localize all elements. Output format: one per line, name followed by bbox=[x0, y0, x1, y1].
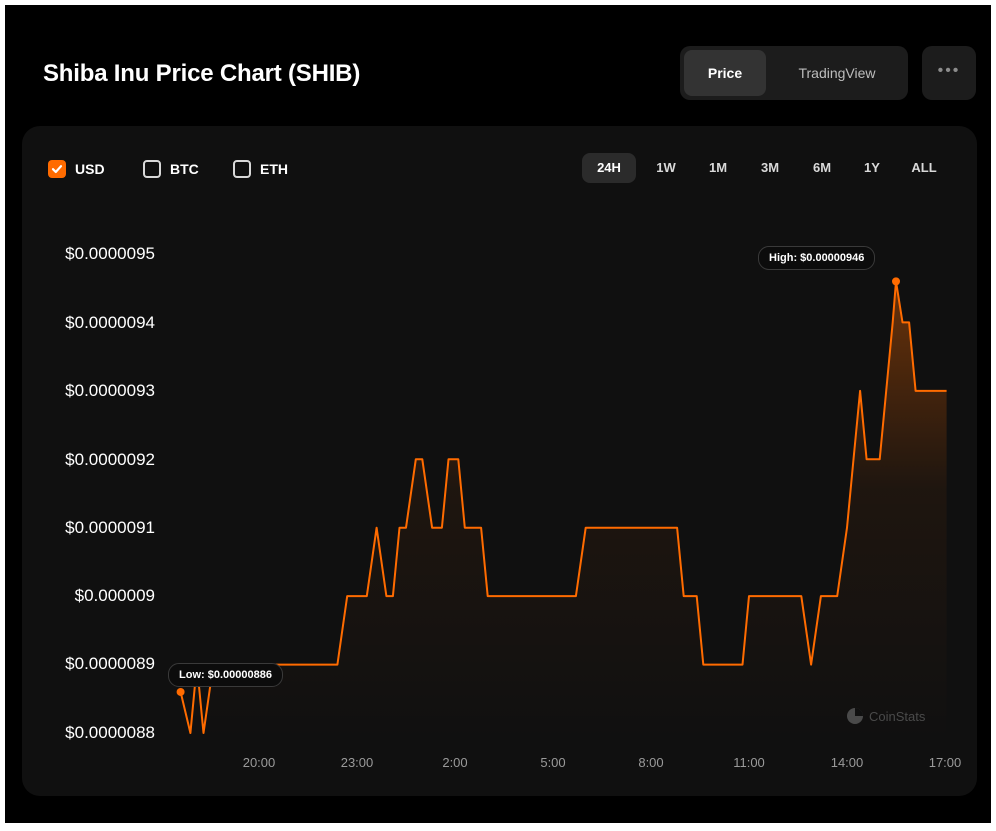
x-tick-label: 5:00 bbox=[540, 755, 566, 770]
range-1y-button[interactable]: 1Y bbox=[864, 160, 880, 175]
low-point-marker bbox=[176, 687, 185, 696]
currency-toggle-usd[interactable]: USD bbox=[48, 158, 105, 180]
view-toggle: Price TradingView bbox=[680, 46, 908, 100]
x-tick-label: 17:00 bbox=[928, 755, 962, 770]
low-price-label: Low: $0.00000886 bbox=[168, 663, 283, 687]
y-tick-label: $0.0000094 bbox=[65, 313, 155, 332]
checkbox-unchecked-icon[interactable] bbox=[233, 160, 251, 178]
currency-label-usd: USD bbox=[75, 161, 105, 177]
y-tick-label: $0.000009 bbox=[74, 586, 155, 605]
x-tick-label: 20:00 bbox=[242, 755, 276, 770]
y-tick-label: $0.0000093 bbox=[65, 381, 155, 400]
y-tick-label: $0.0000091 bbox=[65, 518, 155, 537]
y-tick-label: $0.0000088 bbox=[65, 723, 155, 742]
more-dots-icon: ••• bbox=[937, 62, 961, 79]
watermark-text: CoinStats bbox=[869, 708, 926, 724]
y-tick-label: $0.0000095 bbox=[65, 244, 155, 263]
x-tick-label: 11:00 bbox=[733, 755, 765, 770]
price-view-button[interactable]: Price bbox=[684, 50, 766, 96]
currency-toggle-btc[interactable]: BTC bbox=[143, 158, 199, 180]
range-all-button[interactable]: ALL bbox=[911, 160, 937, 175]
x-tick-label: 2:00 bbox=[442, 755, 468, 770]
price-line bbox=[179, 280, 947, 734]
currency-label-btc: BTC bbox=[170, 161, 199, 177]
range-3m-button[interactable]: 3M bbox=[760, 160, 780, 175]
range-6m-button[interactable]: 6M bbox=[812, 160, 832, 175]
high-price-label: High: $0.00000946 bbox=[758, 246, 876, 270]
price-area-fill bbox=[180, 281, 947, 743]
checkbox-checked-icon[interactable] bbox=[48, 160, 66, 178]
tradingview-view-button[interactable]: TradingView bbox=[798, 65, 876, 81]
currency-label-eth: ETH bbox=[260, 161, 288, 177]
coinstats-watermark: CoinStats bbox=[846, 707, 925, 725]
coinstats-logo-icon bbox=[847, 708, 863, 724]
more-options-button[interactable]: ••• bbox=[922, 46, 976, 100]
high-point-marker bbox=[892, 277, 900, 286]
page-title: Shiba Inu Price Chart (SHIB) bbox=[43, 60, 361, 87]
range-1w-button[interactable]: 1W bbox=[656, 160, 676, 175]
y-tick-label: $0.0000092 bbox=[65, 450, 155, 469]
range-1m-button[interactable]: 1M bbox=[708, 160, 728, 175]
x-tick-label: 8:00 bbox=[638, 755, 664, 770]
checkbox-unchecked-icon[interactable] bbox=[143, 160, 161, 178]
x-tick-label: 23:00 bbox=[340, 755, 374, 770]
x-tick-label: 14:00 bbox=[830, 755, 864, 770]
currency-toggle-eth[interactable]: ETH bbox=[233, 158, 288, 180]
range-24h-button[interactable]: 24H bbox=[582, 153, 636, 183]
y-tick-label: $0.0000089 bbox=[65, 654, 155, 673]
